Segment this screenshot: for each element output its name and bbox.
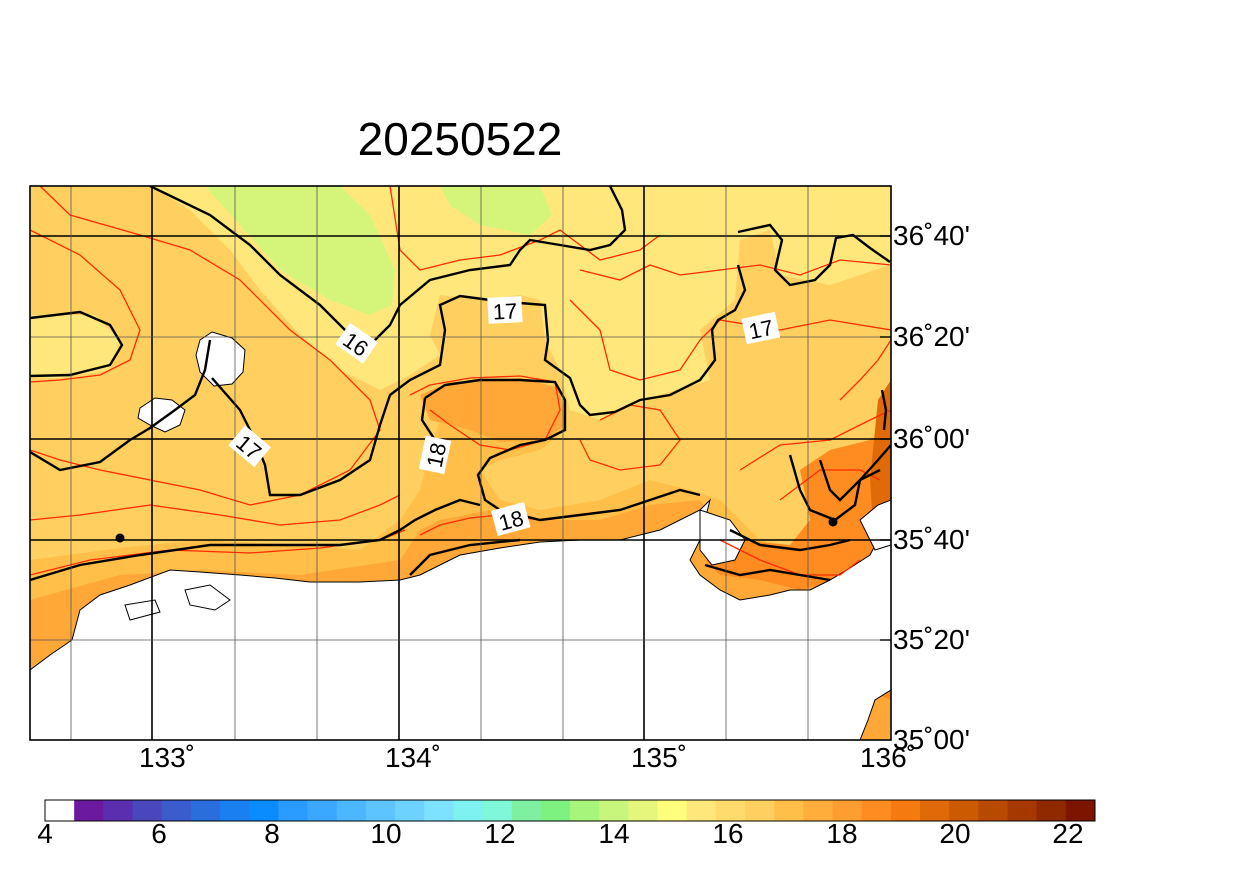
land-wakasa (859, 499, 891, 551)
colorbar-frame (44, 799, 1096, 822)
colorbar-swatch (599, 800, 629, 821)
colorbar-swatch (365, 800, 396, 821)
colorbar-swatch (890, 800, 921, 821)
minor-isotherms (30, 186, 891, 576)
colorbar-swatch (424, 800, 454, 821)
lat-label: 35˚40' (893, 524, 970, 555)
lon-label: 136˚ (859, 742, 917, 773)
axis-ticks (880, 235, 891, 641)
colorbar-swatch (774, 800, 804, 821)
lat-label: 35˚20' (893, 624, 970, 655)
field-15-16-a (205, 186, 395, 315)
colorbar-label: 16 (712, 818, 744, 849)
lat-label: 36˚40' (893, 220, 970, 251)
colorbar-swatch (220, 800, 250, 821)
colorbar-swatch (715, 800, 746, 821)
colorbar-swatch (453, 800, 483, 821)
svg-text:18: 18 (422, 441, 452, 470)
colorbar-label: 14 (598, 818, 630, 849)
field-16-17 (30, 186, 890, 420)
svg-text:17: 17 (747, 315, 776, 345)
colorbar (44, 799, 1096, 822)
field-west-cool (30, 315, 120, 378)
graticule-major (30, 186, 891, 740)
field-15-16-b (440, 186, 552, 235)
colorbar-swatch (1065, 800, 1096, 821)
isotherm-18-a (424, 378, 701, 522)
colorbar-label: 4 (37, 818, 53, 849)
colorbar-swatch (540, 800, 571, 821)
island-dozen (137, 397, 186, 433)
colorbar-swatch (657, 800, 688, 821)
contour-label: 18 (490, 502, 531, 536)
contour-label: 17 (487, 296, 523, 325)
colorbar-swatch (103, 800, 133, 821)
colorbar-label: 10 (370, 818, 402, 849)
colorbar-swatch (978, 800, 1008, 821)
isotherm-18-e (788, 444, 891, 522)
colorbar-label: 20 (939, 818, 971, 849)
plot-frame (29, 185, 892, 741)
isotherm-16-c (737, 223, 891, 287)
colorbar-swatch (570, 800, 600, 821)
contour-label: 18 (418, 435, 452, 475)
lat-label: 35˚00' (893, 724, 970, 755)
colorbar-label: 12 (484, 818, 516, 849)
contour-label: 17 (741, 311, 781, 345)
colorbar-label: 8 (264, 818, 280, 849)
svg-text:17: 17 (492, 298, 518, 324)
contour-labels: 16 17 17 17 18 18 (228, 296, 781, 536)
colorbar-swatch (307, 800, 338, 821)
isotherm-17-a (30, 339, 212, 472)
colorbar-swatch (920, 800, 950, 821)
land-lake-2 (184, 584, 231, 611)
colorbar-swatch (1036, 800, 1067, 821)
isotherm-18-c (30, 498, 481, 582)
lat-label: 36˚00' (893, 423, 970, 454)
isotherm-18-d (409, 538, 521, 576)
colorbar-label: 18 (826, 818, 858, 849)
colorbar-swatch (686, 800, 717, 821)
colorbar-swatch (132, 800, 163, 821)
colorbar-swatch (336, 800, 367, 821)
colorbar-swatch (832, 800, 863, 821)
colorbar-swatch (511, 800, 542, 821)
colorbar-swatch (745, 800, 775, 821)
map-title: 20250522 (357, 113, 563, 165)
isotherm-20-edge (880, 389, 888, 431)
field-18-19-central (420, 378, 565, 442)
station-dot-east (828, 517, 838, 527)
colorbar-swatch (861, 800, 892, 821)
land-tango (699, 509, 746, 566)
station-dot-west (115, 533, 125, 543)
colorbar-swatch (803, 800, 833, 821)
colorbar-swatch (949, 800, 979, 821)
lon-label: 133˚ (138, 742, 196, 773)
lon-label: 135˚ (630, 742, 688, 773)
colorbar-swatch (161, 800, 192, 821)
colorbar-swatch (1007, 800, 1038, 821)
colorbar-swatch (249, 800, 279, 821)
lon-label: 134˚ (384, 742, 442, 773)
isotherm-19-b (704, 563, 831, 582)
colorbar-swatch (278, 800, 308, 821)
colorbar-swatch (74, 800, 104, 821)
colorbar-swatch (395, 800, 425, 821)
colorbar-label: 6 (151, 818, 167, 849)
lat-label: 36˚20' (893, 321, 970, 352)
colorbar-label: 22 (1052, 818, 1084, 849)
colorbar-swatch (45, 800, 75, 821)
graticule-minor (30, 186, 891, 740)
colorbar-swatch (628, 800, 658, 821)
colorbar-swatch (190, 800, 221, 821)
isotherm-16-b (30, 310, 124, 378)
isotherm-19-a (818, 459, 881, 502)
colorbar-swatch (482, 800, 513, 821)
isotherm-16-a (149, 186, 627, 347)
